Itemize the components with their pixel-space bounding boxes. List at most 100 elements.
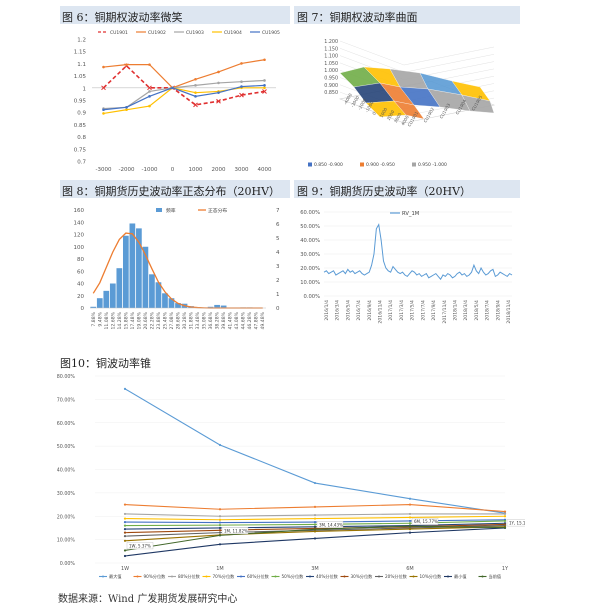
fig6-y-tick: 0.75 xyxy=(74,147,87,153)
fig8-y-tick: 160 xyxy=(74,208,85,214)
fig10-legend-label: 90%分位数 xyxy=(144,573,167,580)
fig10-y-tick: 50.00% xyxy=(57,444,76,450)
fig7-surface-patch xyxy=(461,94,495,114)
fig10-chart: 0.00% 10.00% 20.00% 30.00% 40.00% 50.00% 60.00… xyxy=(55,370,525,585)
fig10-legend-marker xyxy=(102,575,104,578)
fig10-point xyxy=(218,529,222,532)
fig6-series-line xyxy=(103,59,265,89)
fig10-annotation-box xyxy=(506,519,525,527)
fig7-z-tick: 1.200 xyxy=(324,39,338,45)
fig7-grid-line xyxy=(339,48,405,73)
fig8-bar xyxy=(155,282,162,308)
fig8-y-tick: 0 xyxy=(81,306,85,312)
fig6-point xyxy=(194,84,197,87)
fig8-y2-tick: 6 xyxy=(276,222,280,228)
fig6-x-tick: 0 xyxy=(171,167,175,173)
fig10-y-tick: 80.00% xyxy=(57,374,76,380)
fig8-x-tick: 12.68% xyxy=(110,311,116,329)
fig9-title: 图 9：铜期货历史波动率（20HV） xyxy=(297,185,472,198)
fig6-series-line xyxy=(103,84,265,111)
fig8-x-tick: 22.28% xyxy=(149,311,155,329)
fig9-x-tick: 2016/7/4 xyxy=(356,300,362,321)
fig9-x-tick: 2017/9/4 xyxy=(431,300,437,321)
fig9-x-tick: 2018/3/4 xyxy=(463,300,469,321)
fig6-point xyxy=(194,91,197,94)
fig8-x-tick: 23.88% xyxy=(156,311,162,329)
fig10-point xyxy=(408,497,412,500)
fig10-point xyxy=(218,526,222,530)
fig8-bar xyxy=(162,293,168,308)
fig8-x-tick: 15.88% xyxy=(123,311,129,329)
fig6-point xyxy=(148,95,151,98)
fig10-point xyxy=(313,520,317,524)
fig8-x-tick: 38.28% xyxy=(215,311,221,329)
fig10-point xyxy=(123,387,127,390)
fig10-point xyxy=(408,528,412,531)
fig10-annotation: 3M, 14.43% xyxy=(319,522,343,527)
fig10-point xyxy=(313,513,317,517)
fig10-legend-label: 最大值 xyxy=(109,573,122,580)
fig6-point xyxy=(148,104,151,108)
fig6-point xyxy=(148,90,151,93)
fig6-title: 图 6：铜期权波动率微笑 xyxy=(62,11,183,24)
fig6-legend-label: CU1903 xyxy=(186,30,204,36)
fig8-x-tick: 9.48% xyxy=(97,311,103,326)
fig8-x-tick: 7.88% xyxy=(91,311,97,326)
fig10-point xyxy=(218,518,222,521)
fig6-point xyxy=(217,91,220,94)
fig10-annotation-box xyxy=(316,521,344,528)
fig10-y-tick: 40.00% xyxy=(57,468,76,474)
fig10-point xyxy=(123,517,127,520)
fig10-x-tick: 1W xyxy=(121,566,129,572)
fig6-x-tick: -2000 xyxy=(119,167,135,173)
fig10-x-tick: 1M xyxy=(216,566,224,572)
fig6-point xyxy=(101,85,106,91)
fig8-bar xyxy=(214,304,220,308)
fig10-point xyxy=(218,524,222,527)
fig6-y-tick: 1.1 xyxy=(77,62,86,68)
fig10-point xyxy=(313,530,317,533)
fig9-x-tick: 2016/11/4 xyxy=(378,300,384,324)
fig6-series-line xyxy=(102,64,265,106)
fig10-point xyxy=(123,520,127,524)
fig10-background xyxy=(55,370,525,585)
fig7-title-band xyxy=(294,6,520,24)
fig8-x-tick: 33.48% xyxy=(195,311,201,329)
fig10-point xyxy=(313,481,317,485)
fig10-legend-label: 最小值 xyxy=(454,573,467,580)
fig9-y-tick: 30.00% xyxy=(300,252,320,258)
fig8-x-tick: 36.68% xyxy=(208,311,214,329)
fig10-point xyxy=(218,534,222,537)
fig6-chart: 0.7 0.75 0.8 0.85 0.9 0.95 1 1.05 1.1 1.15 1.2 -300… xyxy=(60,25,288,177)
fig8-title: 图 8：铜期货历史波动率正态分布（20HV） xyxy=(62,185,281,198)
fig8-y-tick: 100 xyxy=(74,245,85,251)
fig10-point xyxy=(123,531,127,534)
fig7-x-tick: -2000 xyxy=(357,97,368,110)
fig10-point xyxy=(313,523,317,526)
fig6-y-tick: 0.8 xyxy=(77,135,86,141)
fig6-point xyxy=(125,106,128,109)
fig8-x-tick: 20.68% xyxy=(143,311,149,329)
fig7-chart: 1.2001.1501.1001.0501.0000.9500.9000.850… xyxy=(294,25,520,177)
fig6-point xyxy=(217,70,220,74)
fig10-legend-label: 当前值 xyxy=(489,573,502,580)
fig7-x-tick: -1000 xyxy=(364,100,375,113)
fig10-point xyxy=(218,508,222,511)
fig8-x-tick: 35.08% xyxy=(202,311,208,329)
fig8-bar xyxy=(149,274,155,308)
fig6-x-tick: 3000 xyxy=(235,167,249,173)
fig10-annotation-box xyxy=(221,527,249,535)
fig10-legend-marker xyxy=(447,575,449,578)
fig8-x-tick: 43.08% xyxy=(234,311,240,329)
fig10-point xyxy=(218,443,222,447)
fig9-y-tick: 10.00% xyxy=(300,280,320,286)
fig9-x-tick: 2017/7/4 xyxy=(420,300,426,321)
fig6-y-tick: 0.95 xyxy=(74,99,87,105)
fig7-z-tick: 1.000 xyxy=(324,68,338,74)
fig10-point xyxy=(408,503,412,506)
fig6-title-band xyxy=(60,6,290,24)
fig9-x-tick: 2017/3/4 xyxy=(399,300,405,321)
fig8-y-tick: 20 xyxy=(77,294,84,300)
fig6-background xyxy=(60,25,288,177)
fig10-point xyxy=(123,535,127,538)
